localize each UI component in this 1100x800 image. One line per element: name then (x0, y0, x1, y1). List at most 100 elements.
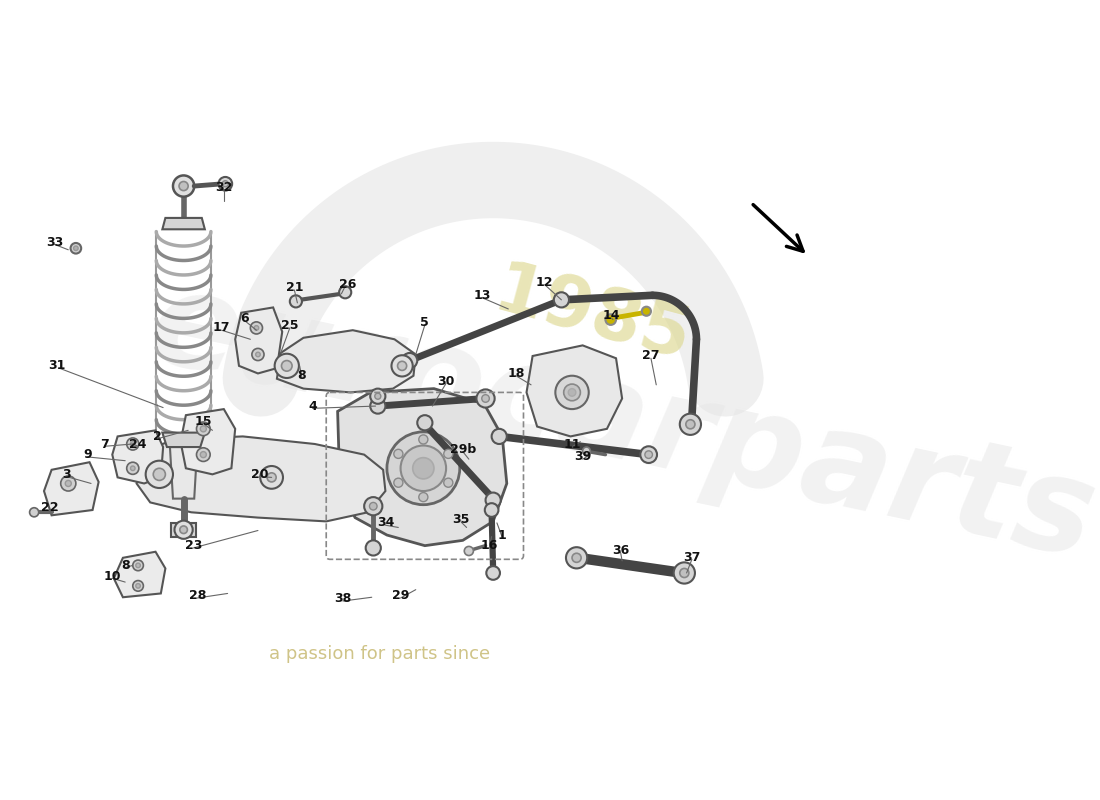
Circle shape (563, 384, 581, 401)
Polygon shape (527, 346, 623, 437)
Circle shape (275, 354, 299, 378)
Text: 12: 12 (536, 276, 553, 289)
Polygon shape (112, 430, 163, 483)
Text: 24: 24 (130, 438, 146, 450)
Circle shape (412, 458, 434, 479)
Text: 39: 39 (574, 450, 592, 463)
Text: eurocarparts: eurocarparts (139, 261, 1100, 585)
Circle shape (371, 389, 385, 404)
Circle shape (443, 478, 453, 487)
Circle shape (252, 349, 264, 361)
Text: 3: 3 (63, 468, 72, 481)
Polygon shape (163, 218, 205, 230)
Circle shape (30, 508, 38, 517)
Text: 1: 1 (498, 529, 507, 542)
Circle shape (133, 560, 143, 570)
Circle shape (179, 526, 187, 534)
Circle shape (219, 177, 232, 190)
Text: 11: 11 (564, 438, 582, 450)
Circle shape (394, 450, 403, 458)
Circle shape (173, 175, 195, 197)
Polygon shape (163, 433, 205, 447)
Circle shape (680, 569, 689, 578)
Text: 9: 9 (82, 448, 91, 461)
Text: 4: 4 (308, 399, 317, 413)
Circle shape (397, 362, 407, 370)
Circle shape (74, 246, 78, 250)
Circle shape (476, 390, 495, 407)
Circle shape (572, 554, 581, 562)
Circle shape (400, 446, 447, 491)
Circle shape (133, 581, 143, 591)
Circle shape (486, 566, 500, 580)
Text: 20: 20 (251, 468, 268, 481)
Polygon shape (277, 330, 416, 393)
Polygon shape (169, 447, 197, 498)
Circle shape (282, 361, 293, 371)
Text: 30: 30 (438, 374, 454, 387)
Circle shape (492, 429, 507, 444)
Circle shape (394, 478, 403, 487)
Text: 35: 35 (452, 514, 470, 526)
Text: 1985: 1985 (486, 257, 697, 376)
Text: 25: 25 (282, 319, 298, 332)
Circle shape (261, 466, 283, 489)
Circle shape (680, 414, 701, 435)
Circle shape (566, 547, 587, 569)
Circle shape (556, 376, 588, 409)
Text: 6: 6 (240, 311, 249, 325)
Circle shape (70, 243, 81, 254)
Text: 8: 8 (298, 370, 306, 382)
Circle shape (417, 415, 432, 430)
Text: 29b: 29b (450, 443, 476, 456)
Circle shape (197, 422, 210, 436)
Circle shape (254, 326, 258, 330)
Circle shape (640, 446, 657, 463)
Circle shape (135, 563, 141, 568)
Text: 17: 17 (212, 322, 230, 334)
Circle shape (641, 306, 651, 316)
Circle shape (583, 447, 591, 454)
Circle shape (392, 355, 412, 377)
Circle shape (553, 292, 569, 307)
Circle shape (289, 295, 302, 307)
Circle shape (131, 442, 135, 446)
Polygon shape (180, 409, 235, 474)
Polygon shape (113, 552, 165, 598)
Circle shape (126, 462, 139, 474)
Circle shape (60, 476, 76, 491)
Text: 23: 23 (185, 539, 202, 552)
Circle shape (605, 314, 616, 325)
Circle shape (371, 398, 385, 414)
Text: 32: 32 (216, 181, 232, 194)
Circle shape (387, 432, 460, 505)
Circle shape (365, 540, 381, 555)
Text: 31: 31 (48, 359, 66, 372)
Circle shape (200, 451, 207, 458)
Text: 34: 34 (376, 517, 394, 530)
Text: 15: 15 (195, 414, 212, 428)
Circle shape (569, 389, 575, 396)
Polygon shape (136, 437, 385, 522)
Text: 13: 13 (473, 289, 491, 302)
Text: 8: 8 (121, 559, 130, 572)
Circle shape (267, 473, 276, 482)
Text: 18: 18 (507, 367, 525, 380)
Circle shape (153, 468, 165, 481)
Text: 2: 2 (153, 430, 162, 443)
Circle shape (485, 503, 498, 517)
Text: a passion for parts since: a passion for parts since (268, 645, 490, 663)
Text: 27: 27 (642, 350, 660, 362)
Text: 22: 22 (41, 502, 58, 514)
Circle shape (131, 466, 135, 470)
Text: 7: 7 (100, 438, 109, 450)
Circle shape (175, 521, 192, 539)
Circle shape (370, 502, 377, 510)
Circle shape (145, 461, 173, 488)
Circle shape (403, 353, 417, 368)
Circle shape (200, 426, 207, 432)
Circle shape (251, 322, 263, 334)
Circle shape (673, 562, 695, 583)
Polygon shape (44, 462, 99, 515)
Circle shape (339, 286, 351, 298)
